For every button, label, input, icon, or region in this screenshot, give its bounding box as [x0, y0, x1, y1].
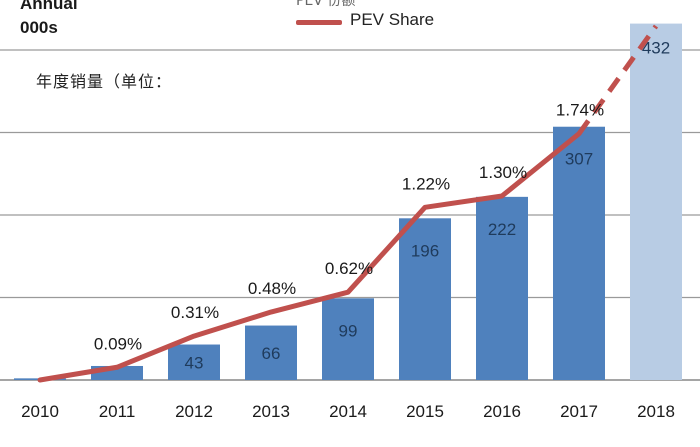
- x-tick-2014: 2014: [329, 402, 367, 421]
- x-tick-2015: 2015: [406, 402, 444, 421]
- x-tick-2016: 2016: [483, 402, 521, 421]
- y-axis-title-line2: 000s: [20, 18, 58, 37]
- x-tick-2010: 2010: [21, 402, 59, 421]
- share-label-2012: 0.31%: [171, 303, 219, 322]
- bar-label-2015: 196: [411, 241, 439, 260]
- bar-label-2016: 222: [488, 220, 516, 239]
- x-tick-2012: 2012: [175, 402, 213, 421]
- x-tick-2017: 2017: [560, 402, 598, 421]
- legend-label: PEV Share: [350, 10, 435, 29]
- bar-2013: [245, 325, 297, 380]
- legend-cut-text: PEV 份额: [296, 0, 356, 9]
- bar-2018: [630, 23, 682, 380]
- bar-label-2014: 99: [339, 321, 358, 340]
- bar-label-2012: 43: [185, 353, 204, 372]
- bar-2015: [399, 218, 451, 380]
- share-label-2015: 1.22%: [402, 174, 450, 193]
- x-tick-2013: 2013: [252, 402, 290, 421]
- share-label-2017: 1.74%: [556, 101, 604, 120]
- share-label-2013: 0.48%: [248, 279, 296, 298]
- x-tick-2011: 2011: [99, 402, 136, 421]
- bar-label-2018: 432: [642, 39, 670, 58]
- bar-2017: [553, 126, 605, 380]
- x-tick-2018: 2018: [637, 402, 675, 421]
- chinese-annotation: 年度销量（单位：: [36, 72, 173, 91]
- share-label-2014: 0.62%: [325, 259, 373, 278]
- share-label-2011: 0.09%: [94, 334, 142, 353]
- bar-label-2013: 66: [262, 344, 281, 363]
- share-line-projected: [576, 24, 659, 136]
- legend-line-swatch: [296, 20, 342, 25]
- bar-label-2017: 307: [565, 150, 593, 169]
- bar-2014: [322, 298, 374, 380]
- y-axis-title-line1: Annual: [20, 0, 78, 13]
- bar-2012: [168, 344, 220, 380]
- bar-2016: [476, 196, 528, 380]
- share-label-2016: 1.30%: [479, 163, 527, 182]
- share-line: [37, 131, 582, 383]
